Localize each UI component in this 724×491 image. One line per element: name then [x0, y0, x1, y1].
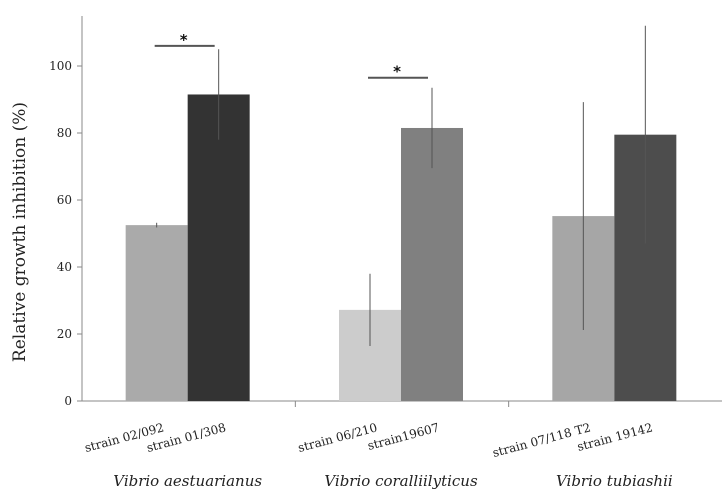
bar — [401, 127, 463, 401]
bar-category-label: strain 06/210 — [296, 420, 378, 455]
y-tick-label: 60 — [57, 193, 72, 207]
bars — [125, 25, 677, 402]
bar-category-label: strain19607 — [366, 420, 441, 453]
y-tick-label: 100 — [49, 59, 72, 73]
significance-marker: * — [180, 31, 188, 49]
y-tick-label: 40 — [57, 260, 72, 274]
y-tick-label: 20 — [57, 327, 72, 341]
y-axis-label: Relative growth inhibition (%) — [10, 102, 30, 362]
bar — [187, 94, 250, 401]
y-tick-label: 80 — [57, 126, 72, 140]
group-label: Vibrio aestuarianus — [113, 472, 262, 490]
significance-marker: * — [393, 63, 401, 81]
group-label: Vibrio coralliilyticus — [324, 472, 478, 490]
group-label: Vibrio tubiashii — [556, 472, 673, 490]
y-tick-label: 0 — [64, 394, 72, 408]
bar — [125, 225, 188, 401]
